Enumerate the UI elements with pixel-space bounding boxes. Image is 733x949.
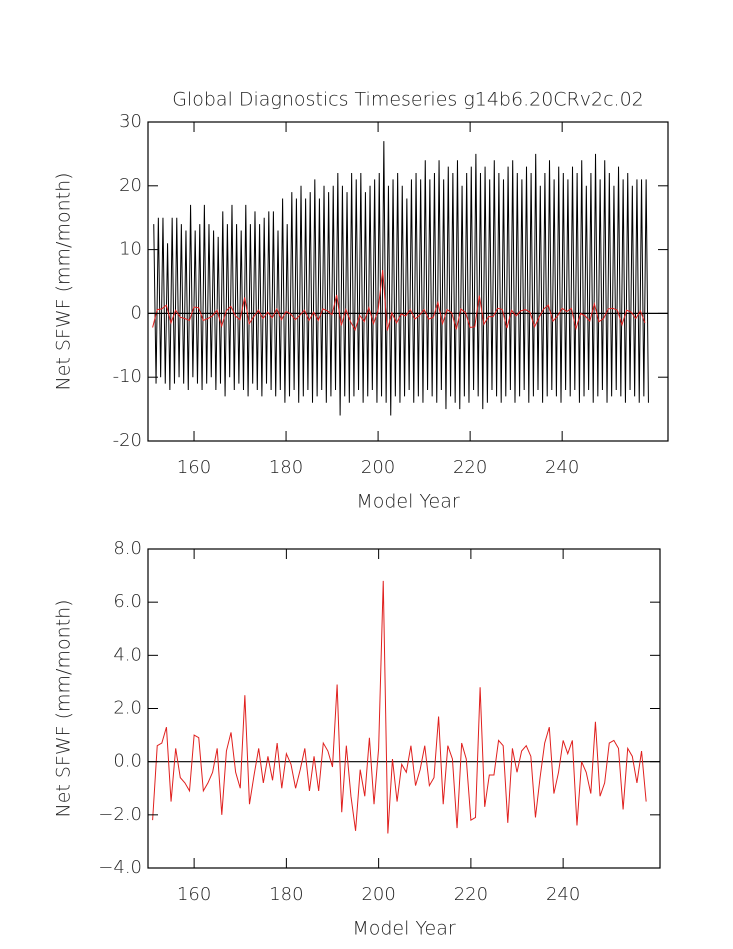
x-axis-label: Model Year (356, 491, 460, 513)
y-axis-label: Net SFWF (mm/month) (53, 599, 75, 817)
y-tick-label: 8.0 (113, 538, 142, 559)
series-line (152, 269, 646, 332)
y-tick-label: 20 (119, 175, 142, 196)
x-tick-label: 180 (269, 457, 303, 478)
y-tick-label: -20 (113, 430, 142, 451)
series-line (153, 141, 649, 416)
x-tick-label: 160 (177, 884, 211, 905)
x-tick-label: 200 (361, 457, 395, 478)
y-tick-label: 6.0 (113, 591, 142, 612)
x-tick-label: 160 (177, 457, 211, 478)
x-tick-label: 200 (361, 884, 395, 905)
x-tick-label: 220 (453, 457, 487, 478)
x-axis-label: Model Year (352, 918, 456, 940)
y-tick-label: −4.0 (98, 857, 142, 878)
y-tick-label: 4.0 (113, 644, 142, 665)
x-tick-label: 220 (454, 884, 488, 905)
x-tick-label: 180 (269, 884, 303, 905)
y-axis-label: Net SFWF (mm/month) (53, 172, 75, 390)
x-tick-label: 240 (545, 457, 579, 478)
y-tick-label: -10 (113, 366, 142, 387)
plot-frame (147, 121, 669, 442)
y-tick-label: 0 (131, 302, 142, 323)
y-tick-label: 0.0 (113, 751, 142, 772)
y-tick-label: 10 (119, 239, 142, 260)
plot-frame (147, 548, 661, 869)
y-tick-label: −2.0 (98, 804, 142, 825)
chart-title: Global Diagnostics Timeseries g14b6.20CR… (172, 89, 644, 111)
y-tick-label: 30 (119, 111, 142, 132)
y-tick-label: 2.0 (113, 698, 142, 719)
series-line (152, 580, 647, 834)
x-tick-label: 240 (546, 884, 580, 905)
